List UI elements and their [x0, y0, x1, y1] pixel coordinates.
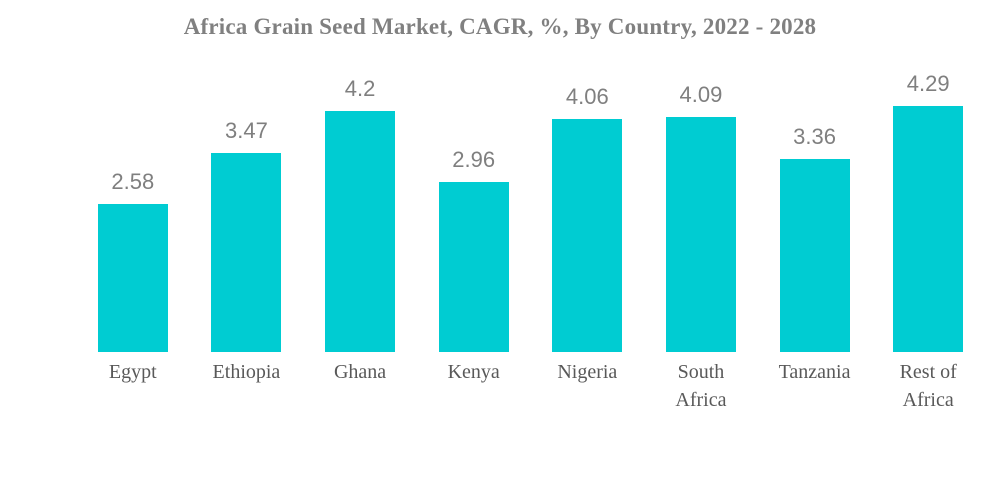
category-label: Ethiopia — [190, 358, 304, 414]
bar-column: 2.96 — [417, 0, 531, 352]
category-label-text: Ethiopia — [212, 361, 281, 383]
category-label-text: Egypt — [108, 361, 157, 383]
bar — [97, 203, 168, 352]
category-label-text: Nigeria — [557, 361, 618, 383]
bar-column: 4.09 — [644, 0, 758, 352]
category-label: Kenya — [417, 358, 531, 414]
bar-value-label: 3.47 — [225, 117, 268, 143]
bar-value-label: 4.29 — [906, 70, 950, 96]
bar-column: 3.47 — [190, 0, 304, 352]
bar-value-label: 2.58 — [111, 168, 155, 194]
plot-area: 2.58 3.47 4.2 2.96 4.06 4.09 3.36 4.29 — [76, 0, 985, 352]
bar-column: 4.29 — [871, 0, 985, 352]
category-label-text: Tanzania — [778, 361, 851, 383]
chart-title: Africa Grain Seed Market, CAGR, %, By Co… — [183, 14, 817, 39]
bar — [893, 105, 964, 352]
bar-value-label: 3.36 — [793, 124, 836, 150]
category-label-text: Ghana — [333, 361, 387, 383]
bar — [325, 110, 396, 352]
bar — [552, 119, 623, 352]
category-label: Egypt — [76, 358, 190, 414]
bar — [665, 117, 736, 352]
bar-column: 3.36 — [758, 0, 872, 352]
bar-value-label: 4.2 — [344, 75, 376, 101]
category-label: South Africa — [644, 358, 758, 414]
bar-column: 2.58 — [76, 0, 190, 352]
category-axis: Egypt Ethiopia Ghana Kenya Nigeria South Afri… — [76, 358, 985, 414]
category-label: Ghana — [303, 358, 417, 414]
category-label-text: Rest of Africa — [899, 361, 957, 411]
bar — [438, 182, 509, 352]
bar — [779, 159, 850, 352]
bar-value-label: 4.09 — [679, 82, 723, 108]
bar-value-label: 2.96 — [452, 147, 496, 173]
bar — [211, 152, 282, 352]
category-label-text: South Africa — [675, 361, 727, 411]
category-label: Rest of Africa — [871, 358, 985, 414]
category-label: Tanzania — [758, 358, 872, 414]
bar-column: 4.2 — [303, 0, 417, 352]
category-label-text: Kenya — [447, 361, 500, 383]
bar-value-label: 4.06 — [565, 84, 609, 109]
category-label: Nigeria — [531, 358, 645, 414]
bar-column: 4.06 — [531, 0, 645, 352]
